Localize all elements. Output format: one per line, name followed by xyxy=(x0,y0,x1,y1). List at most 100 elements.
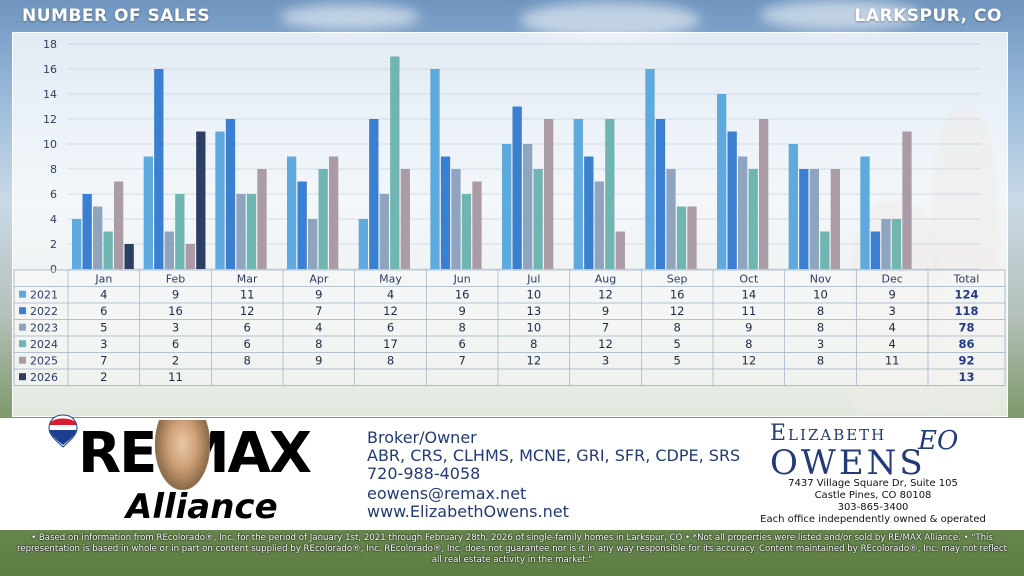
bar-jul-2022 xyxy=(512,106,522,269)
bar-apr-2023 xyxy=(308,219,318,269)
office-phone[interactable]: 303-865-3400 xyxy=(837,502,909,513)
cell-2023-jul: 10 xyxy=(527,321,542,335)
bar-jul-2021 xyxy=(502,144,512,269)
cell-2024-jan: 3 xyxy=(100,337,107,351)
cell-2021-apr: 9 xyxy=(315,288,322,302)
bar-nov-2022 xyxy=(799,169,809,269)
cell-2024-mar: 6 xyxy=(244,337,251,351)
total-2021: 124 xyxy=(954,288,978,302)
bar-feb-2025 xyxy=(185,244,195,269)
y-tick-label: 18 xyxy=(43,38,57,51)
legend-swatch-2024 xyxy=(19,340,26,348)
owens-logo: Elizabeth Owens xyxy=(770,422,926,483)
cell-2024-dec: 4 xyxy=(889,337,896,351)
bar-mar-2025 xyxy=(257,169,267,269)
bar-dec-2022 xyxy=(870,231,881,269)
alliance-logo: Alliance xyxy=(126,487,278,527)
bar-nov-2024 xyxy=(820,231,830,269)
bar-oct-2021 xyxy=(717,94,727,269)
x-label-apr: Apr xyxy=(309,273,329,286)
y-tick-label: 12 xyxy=(43,113,57,126)
cell-2022-apr: 7 xyxy=(315,304,322,318)
cell-2025-nov: 8 xyxy=(817,354,824,368)
logo-last-name: Owens xyxy=(770,443,926,483)
cell-2022-oct: 11 xyxy=(742,304,757,318)
cell-2025-may: 8 xyxy=(387,354,394,368)
total-2024: 86 xyxy=(958,337,974,351)
cell-2023-may: 6 xyxy=(387,321,394,335)
bar-jan-2026 xyxy=(124,244,134,269)
agent-title: Broker/Owner xyxy=(367,428,477,447)
cell-2026-jan: 2 xyxy=(100,370,107,384)
bar-oct-2025 xyxy=(759,119,769,269)
cell-2024-jul: 8 xyxy=(530,337,537,351)
x-label-jun: Jun xyxy=(453,273,471,286)
cell-2022-may: 12 xyxy=(383,304,398,318)
legend-label-2021: 2021 xyxy=(30,289,58,302)
cell-2025-feb: 2 xyxy=(172,354,179,368)
cell-2021-mar: 11 xyxy=(240,288,255,302)
legend-label-2024: 2024 xyxy=(30,338,58,351)
legend-swatch-2025 xyxy=(19,356,26,364)
bar-jan-2022 xyxy=(82,194,92,269)
bar-apr-2025 xyxy=(329,156,339,269)
office-address-line2: Castle Pines, CO 80108 xyxy=(814,490,932,501)
cell-2026-feb: 11 xyxy=(168,370,183,384)
cell-2021-jan: 4 xyxy=(100,288,107,302)
cell-2025-jun: 7 xyxy=(459,354,466,368)
x-label-nov: Nov xyxy=(810,273,832,286)
bar-feb-2026 xyxy=(196,131,206,269)
bar-sep-2021 xyxy=(645,69,655,269)
bar-aug-2024 xyxy=(605,119,615,269)
cell-2023-dec: 4 xyxy=(889,321,896,335)
agent-phone[interactable]: 720-988-4058 xyxy=(367,464,481,483)
agent-email[interactable]: eowens@remax.net xyxy=(367,484,527,503)
x-label-dec: Dec xyxy=(882,273,903,286)
y-tick-label: 10 xyxy=(43,138,57,151)
bar-apr-2024 xyxy=(318,169,328,269)
cell-2025-apr: 9 xyxy=(315,354,322,368)
bar-sep-2025 xyxy=(687,206,697,269)
cell-2023-nov: 8 xyxy=(817,321,824,335)
legend-swatch-2021 xyxy=(19,290,26,298)
x-label-mar: Mar xyxy=(237,273,258,286)
x-label-aug: Aug xyxy=(595,273,616,286)
total-2025: 92 xyxy=(958,354,974,368)
bar-jan-2025 xyxy=(114,181,124,269)
cell-2025-sep: 5 xyxy=(674,354,681,368)
cell-2024-may: 17 xyxy=(383,337,398,351)
bar-aug-2025 xyxy=(615,231,625,269)
cell-2021-aug: 12 xyxy=(598,288,613,302)
bar-dec-2023 xyxy=(881,219,891,269)
agent-photo xyxy=(155,420,210,490)
bar-apr-2022 xyxy=(297,181,307,269)
y-axis: 0 2 4 6 8 10 12 14 16 18 xyxy=(43,38,57,276)
cell-2022-mar: 12 xyxy=(240,304,255,318)
chart-title: NUMBER OF SALES xyxy=(22,6,211,26)
cell-2022-jun: 9 xyxy=(459,304,466,318)
cell-2023-oct: 9 xyxy=(745,321,752,335)
cell-2024-feb: 6 xyxy=(172,337,179,351)
legend-swatch-2026 xyxy=(19,373,26,381)
bar-may-2025 xyxy=(400,169,410,269)
y-tick-label: 6 xyxy=(50,188,57,201)
bar-aug-2023 xyxy=(594,181,604,269)
bar-sep-2022 xyxy=(655,119,666,269)
data-table: Jan Feb Mar Apr May Jun Jul Aug Sep Oct Nov Dec Tota… xyxy=(13,269,1006,386)
total-2026: 13 xyxy=(958,370,974,384)
cell-2024-apr: 8 xyxy=(315,337,322,351)
bar-dec-2021 xyxy=(860,156,870,269)
cell-2023-aug: 7 xyxy=(602,321,609,335)
agent-website[interactable]: www.ElizabethOwens.net xyxy=(367,502,569,521)
y-tick-label: 16 xyxy=(43,63,57,76)
y-tick-label: 4 xyxy=(50,213,57,226)
bar-dec-2025 xyxy=(902,131,912,269)
cell-2021-jun: 16 xyxy=(455,288,470,302)
bar-jun-2025 xyxy=(472,181,482,269)
cell-2023-jun: 8 xyxy=(459,321,466,335)
x-label-sep: Sep xyxy=(667,273,688,286)
cell-2021-may: 4 xyxy=(387,288,394,302)
cell-2022-sep: 12 xyxy=(670,304,685,318)
location-label: LARKSPUR, CO xyxy=(854,6,1002,26)
bar-mar-2021 xyxy=(215,131,225,269)
